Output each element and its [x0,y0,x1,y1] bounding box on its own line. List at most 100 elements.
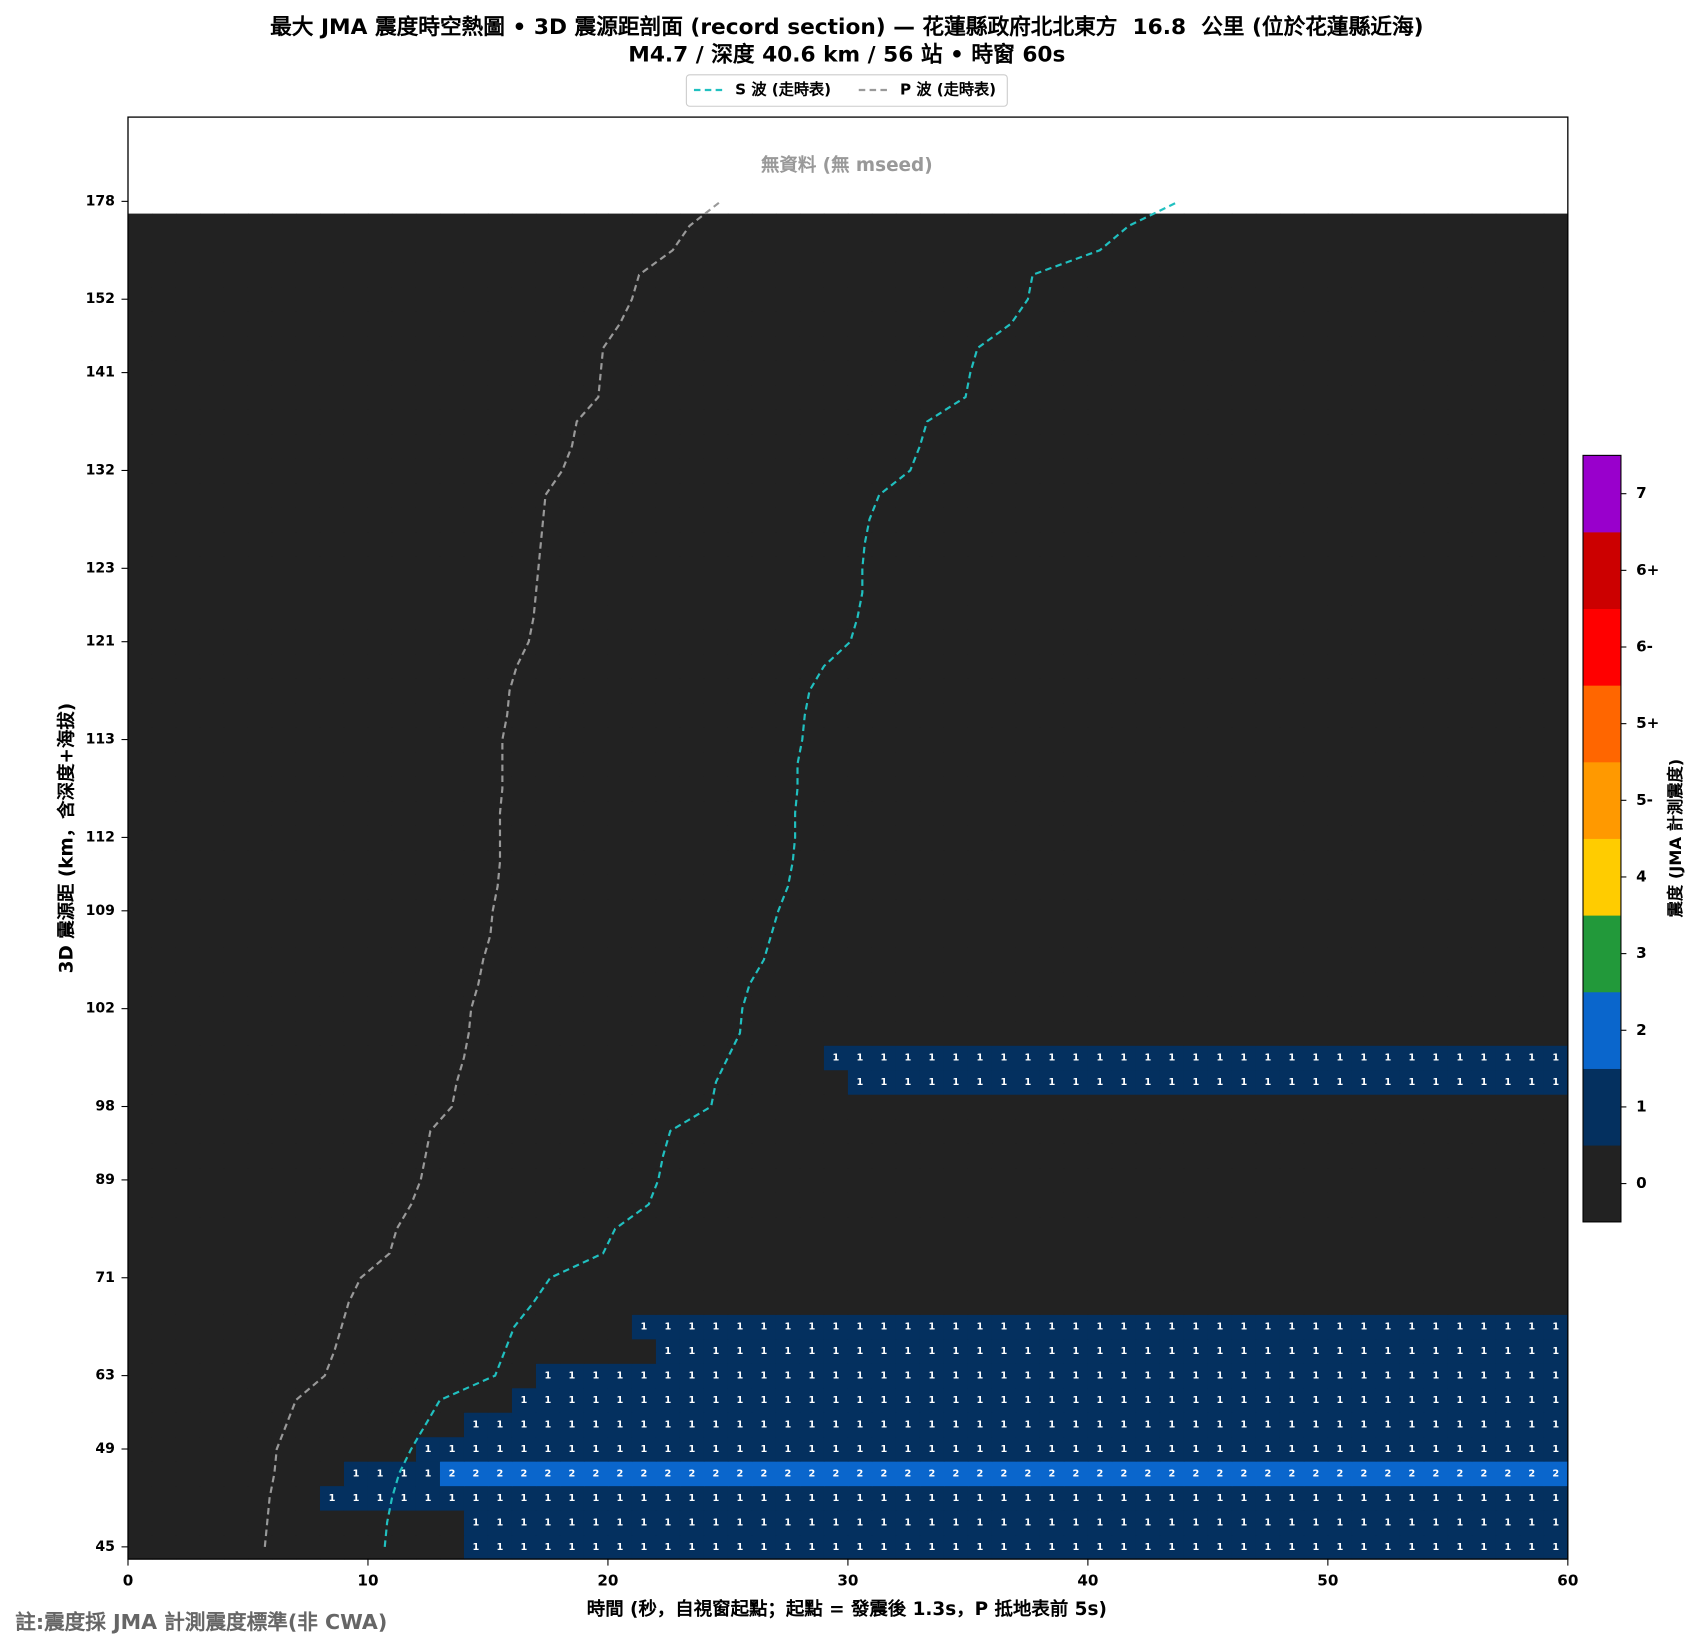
y-tick-label: 132 [86,462,115,478]
heat-cell [511,800,537,826]
heat-cell [583,1338,609,1364]
heat-cell [703,1534,729,1560]
cell-label: 1 [689,1346,696,1357]
heat-cell [1351,531,1377,557]
cell-label: 1 [1216,1053,1223,1064]
heat-cell [1183,556,1209,581]
heat-cell [1303,1485,1329,1511]
heat-cell [583,849,609,875]
heat-cell [1447,1289,1473,1315]
heat-cell [991,384,1017,410]
heat-cell [679,996,705,1022]
heat-cell [919,360,945,386]
heat-cell [607,384,633,410]
heat-cell [799,898,825,924]
heat-cell [463,1192,489,1218]
heat-cell [1279,947,1305,973]
y-tick-label: 89 [95,1172,115,1188]
heat-cell [631,947,657,973]
heat-cell [919,1045,945,1071]
heat-cell [823,311,849,337]
cell-label: 2 [473,1468,480,1479]
cell-label: 1 [1384,1053,1391,1064]
cell-label: 1 [641,1444,648,1455]
heat-cell [919,898,945,924]
heat-cell [775,1510,801,1536]
colorbar-swatch [1583,455,1621,533]
cell-label: 1 [1096,1420,1103,1431]
heat-cell [1495,1387,1521,1413]
cell-label: 1 [713,1542,720,1553]
heat-cell [415,751,441,777]
heat-cell [1399,1534,1425,1560]
cell-label: 1 [1264,1542,1271,1553]
heat-cell [775,1314,801,1340]
heat-cell [463,1461,489,1487]
heat-cell [823,1289,849,1315]
heat-cell [679,1069,705,1095]
heat-cell [367,262,393,288]
heat-cell [151,1436,177,1462]
heat-cell [1087,1265,1113,1291]
heat-cell [1015,1461,1041,1487]
heat-cell [391,360,417,386]
heat-cell [511,1216,537,1242]
heat-cell [1303,433,1329,459]
heat-cell [1207,1143,1233,1169]
heat-cell [1039,458,1065,484]
heat-cell [1063,996,1089,1022]
heat-cell [1087,1094,1113,1120]
heat-cell [1303,580,1329,606]
heat-cell [1495,1020,1521,1046]
heat-cell [1039,727,1065,753]
heat-cell [1351,996,1377,1022]
heat-cell [463,556,489,581]
heat-cell [631,825,657,851]
heat-cell [1351,1143,1377,1169]
heat-cell [679,458,705,484]
heat-cell [1111,213,1137,239]
heat-cell [847,727,873,753]
heat-cell [727,1412,753,1438]
cell-label: 1 [1336,1420,1343,1431]
heat-cell [679,1192,705,1218]
cell-label: 1 [977,1371,984,1382]
heat-cell [703,1314,729,1340]
heat-cell [967,776,993,802]
heat-cell [319,1167,345,1193]
heat-cell [751,629,777,655]
cell-label: 1 [593,1444,600,1455]
heat-cell [1231,605,1257,630]
heat-cell [151,1241,177,1266]
heat-cell [1375,678,1401,704]
cell-label: 1 [1384,1517,1391,1528]
heat-cell [223,458,249,484]
heat-cell [871,1143,897,1169]
heat-cell [967,311,993,337]
heat-cell [1375,1485,1401,1511]
heat-cell [1087,1069,1113,1095]
heat-cell [559,1094,585,1120]
cell-label: 1 [737,1346,744,1357]
heat-cell [463,702,489,728]
heat-cell [1255,238,1281,263]
heat-cell [487,678,513,704]
heat-cell [607,1265,633,1291]
heat-cell [799,1265,825,1291]
heat-cell [463,1143,489,1169]
heat-cell [991,947,1017,973]
heat-cell [175,409,201,435]
heat-cell [1519,507,1545,533]
heat-cell [919,971,945,997]
heat-cell [175,971,201,997]
heat-cell [919,1241,945,1266]
heat-cell [1231,653,1257,679]
heat-cell [1447,1020,1473,1046]
cell-label: 1 [737,1517,744,1528]
heat-cell [415,262,441,288]
heat-cell [1471,653,1497,679]
heat-cell [967,458,993,484]
heat-cell [151,1192,177,1218]
cell-label: 1 [1552,1053,1559,1064]
heat-cell [1039,947,1065,973]
